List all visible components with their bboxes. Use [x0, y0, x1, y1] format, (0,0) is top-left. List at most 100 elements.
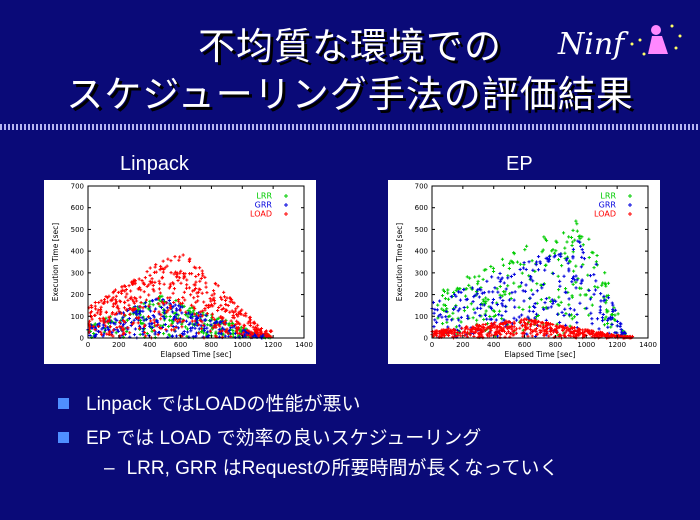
- data-point: [528, 322, 533, 326]
- data-point: [458, 307, 462, 311]
- legend-label-lrr: LRR: [600, 192, 616, 201]
- data-point: [154, 307, 158, 311]
- data-point: [533, 305, 537, 310]
- data-point: [104, 316, 108, 320]
- data-point: [150, 325, 154, 330]
- data-point: [235, 329, 239, 333]
- data-point: [131, 298, 135, 302]
- data-point: [499, 278, 503, 282]
- data-point: [498, 322, 502, 326]
- data-point: [144, 334, 148, 338]
- data-point: [477, 287, 481, 291]
- data-point: [589, 295, 593, 300]
- data-point: [113, 288, 118, 292]
- data-point: [140, 316, 144, 320]
- data-point: [168, 306, 173, 310]
- data-point: [589, 311, 593, 315]
- data-point: [590, 250, 594, 254]
- data-point: [568, 324, 572, 328]
- data-point: [534, 312, 539, 316]
- data-point: [150, 329, 154, 333]
- data-point: [120, 285, 124, 289]
- data-point: [137, 311, 141, 316]
- x-tick-label: 600: [518, 341, 531, 349]
- data-point: [496, 290, 500, 294]
- data-point: [570, 294, 574, 298]
- data-point: [550, 249, 554, 253]
- data-point: [160, 266, 164, 271]
- data-point: [477, 295, 481, 299]
- data-point: [565, 256, 569, 261]
- data-point: [153, 280, 157, 284]
- y-tick-label: 600: [415, 204, 428, 212]
- data-point: [171, 324, 175, 329]
- dash-bullet-icon: –: [104, 458, 115, 479]
- data-point: [571, 282, 575, 287]
- data-point: [150, 277, 154, 281]
- data-point: [133, 282, 137, 286]
- data-point: [509, 324, 513, 328]
- data-point: [435, 331, 439, 336]
- data-point: [587, 288, 591, 293]
- data-point: [235, 319, 239, 323]
- data-point: [600, 315, 605, 320]
- data-point: [512, 325, 516, 329]
- data-point: [204, 281, 208, 285]
- data-point: [157, 310, 161, 314]
- data-point: [190, 326, 194, 330]
- data-point: [171, 305, 175, 309]
- data-point: [124, 308, 128, 312]
- data-point: [589, 329, 593, 333]
- bullet-text: EP では LOAD で効率の良いスケジューリング: [86, 428, 482, 449]
- data-point: [238, 322, 242, 326]
- data-point: [159, 317, 163, 321]
- data-point: [551, 322, 555, 327]
- data-point: [492, 314, 496, 319]
- data-point: [495, 329, 499, 333]
- data-point: [185, 283, 189, 287]
- data-point: [121, 322, 126, 327]
- data-point: [223, 330, 228, 334]
- y-tick-label: 100: [415, 313, 428, 321]
- data-point: [611, 307, 615, 312]
- data-point: [503, 321, 507, 325]
- data-point: [185, 334, 189, 338]
- data-point: [206, 305, 210, 310]
- data-point: [452, 307, 456, 312]
- y-tick-label: 0: [80, 335, 84, 343]
- data-point: [473, 311, 477, 315]
- data-point: [234, 307, 238, 311]
- data-point: [475, 306, 479, 310]
- data-point: [219, 303, 223, 308]
- data-point: [600, 318, 605, 323]
- data-point: [601, 332, 605, 336]
- data-point: [560, 264, 564, 268]
- square-bullet-icon: [58, 398, 69, 409]
- data-point: [479, 303, 483, 307]
- data-point: [130, 322, 134, 326]
- data-point: [194, 300, 198, 304]
- data-point: [604, 315, 608, 319]
- data-point: [148, 279, 152, 283]
- data-point: [198, 318, 202, 322]
- data-point: [578, 236, 582, 241]
- data-point: [213, 301, 217, 305]
- data-point: [502, 318, 506, 322]
- data-point: [619, 330, 624, 334]
- data-point: [491, 297, 496, 302]
- data-point: [138, 318, 142, 323]
- data-point: [535, 282, 539, 286]
- data-point: [193, 307, 197, 311]
- data-point: [580, 255, 584, 259]
- data-point: [487, 334, 491, 338]
- y-tick-label: 500: [71, 226, 84, 234]
- data-point: [515, 260, 520, 264]
- data-point: [217, 305, 221, 310]
- data-point: [474, 290, 479, 294]
- data-point: [455, 330, 460, 335]
- data-point: [575, 329, 579, 333]
- data-point: [528, 328, 533, 332]
- data-point: [212, 292, 216, 296]
- data-point: [158, 268, 162, 272]
- data-point: [454, 288, 458, 293]
